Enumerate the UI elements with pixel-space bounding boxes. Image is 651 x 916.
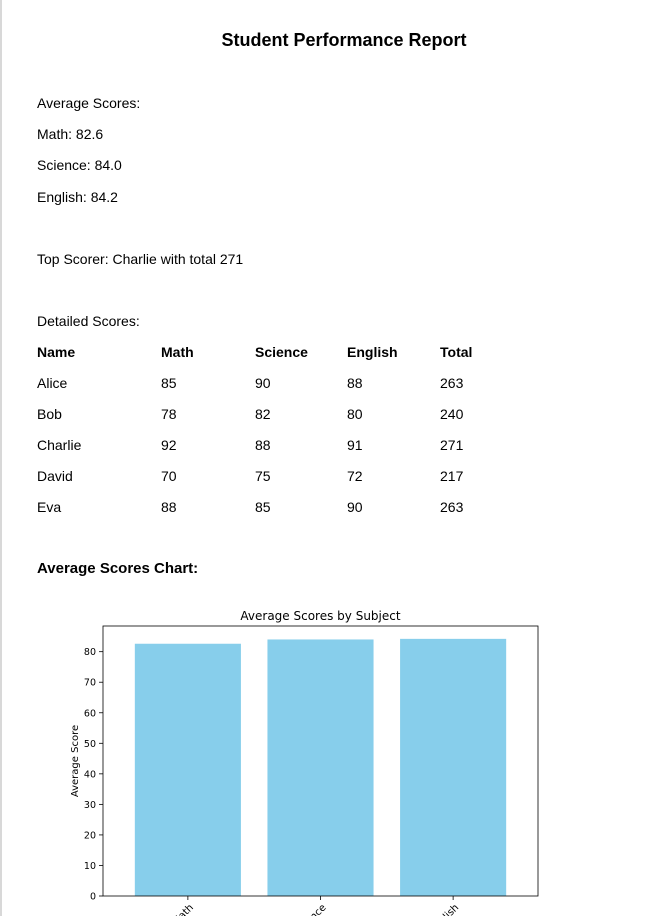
header-science: Science [255, 344, 308, 360]
page-edge [0, 0, 2, 916]
x-tick-label: Math [171, 902, 196, 916]
header-math: Math [161, 344, 194, 360]
cell-english: 90 [347, 499, 363, 515]
cell-math: 85 [161, 375, 177, 391]
y-tick-label: 30 [84, 800, 96, 811]
bar-math [134, 643, 241, 896]
average-science: Science: 84.0 [37, 157, 122, 173]
header-english: English [347, 344, 398, 360]
cell-total: 271 [440, 437, 464, 453]
top-scorer: Top Scorer: Charlie with total 271 [37, 251, 244, 267]
cell-math: 70 [161, 468, 177, 484]
x-tick-label: English [428, 902, 461, 916]
cell-science: 85 [255, 499, 271, 515]
page-title: Student Performance Report [221, 30, 467, 50]
cell-science: 90 [255, 375, 271, 391]
y-tick-label: 50 [84, 739, 96, 750]
y-tick-label: 80 [84, 647, 96, 658]
cell-science: 82 [255, 406, 271, 422]
cell-science: 88 [255, 437, 271, 453]
cell-name: Alice [37, 375, 68, 391]
y-tick-label: 40 [84, 769, 96, 780]
average-english: English: 84.2 [37, 189, 118, 205]
cell-math: 92 [161, 437, 177, 453]
cell-name: Charlie [37, 437, 82, 453]
bar-english [400, 638, 507, 896]
cell-total: 263 [440, 375, 464, 391]
cell-english: 91 [347, 437, 363, 453]
cell-name: David [37, 468, 73, 484]
y-tick-label: 10 [84, 861, 96, 872]
cell-total: 217 [440, 468, 464, 484]
averages-heading: Average Scores: [37, 95, 141, 111]
cell-english: 72 [347, 468, 363, 484]
average-math: Math: 82.6 [37, 126, 104, 142]
y-tick-label: 20 [84, 830, 96, 841]
y-tick-label: 70 [84, 678, 96, 689]
y-tick-label: 60 [84, 708, 96, 719]
y-axis-label: Average Score [70, 725, 81, 797]
header-total: Total [440, 344, 473, 360]
cell-math: 78 [161, 406, 177, 422]
plot-frame [102, 625, 539, 897]
cell-total: 240 [440, 406, 464, 422]
cell-english: 80 [347, 406, 363, 422]
chart-title: Average Scores by Subject [240, 609, 400, 623]
cell-math: 88 [161, 499, 177, 515]
cell-english: 88 [347, 375, 363, 391]
cell-name: Bob [37, 406, 62, 422]
bar-science [267, 639, 374, 896]
chart-heading: Average Scores Chart: [37, 560, 199, 577]
cell-total: 263 [440, 499, 464, 515]
x-tick-label: Science [293, 902, 328, 916]
cell-science: 75 [255, 468, 271, 484]
detailed-heading: Detailed Scores: [37, 313, 140, 329]
y-tick-label: 0 [90, 892, 96, 903]
header-name: Name [37, 344, 76, 360]
cell-name: Eva [37, 499, 62, 515]
